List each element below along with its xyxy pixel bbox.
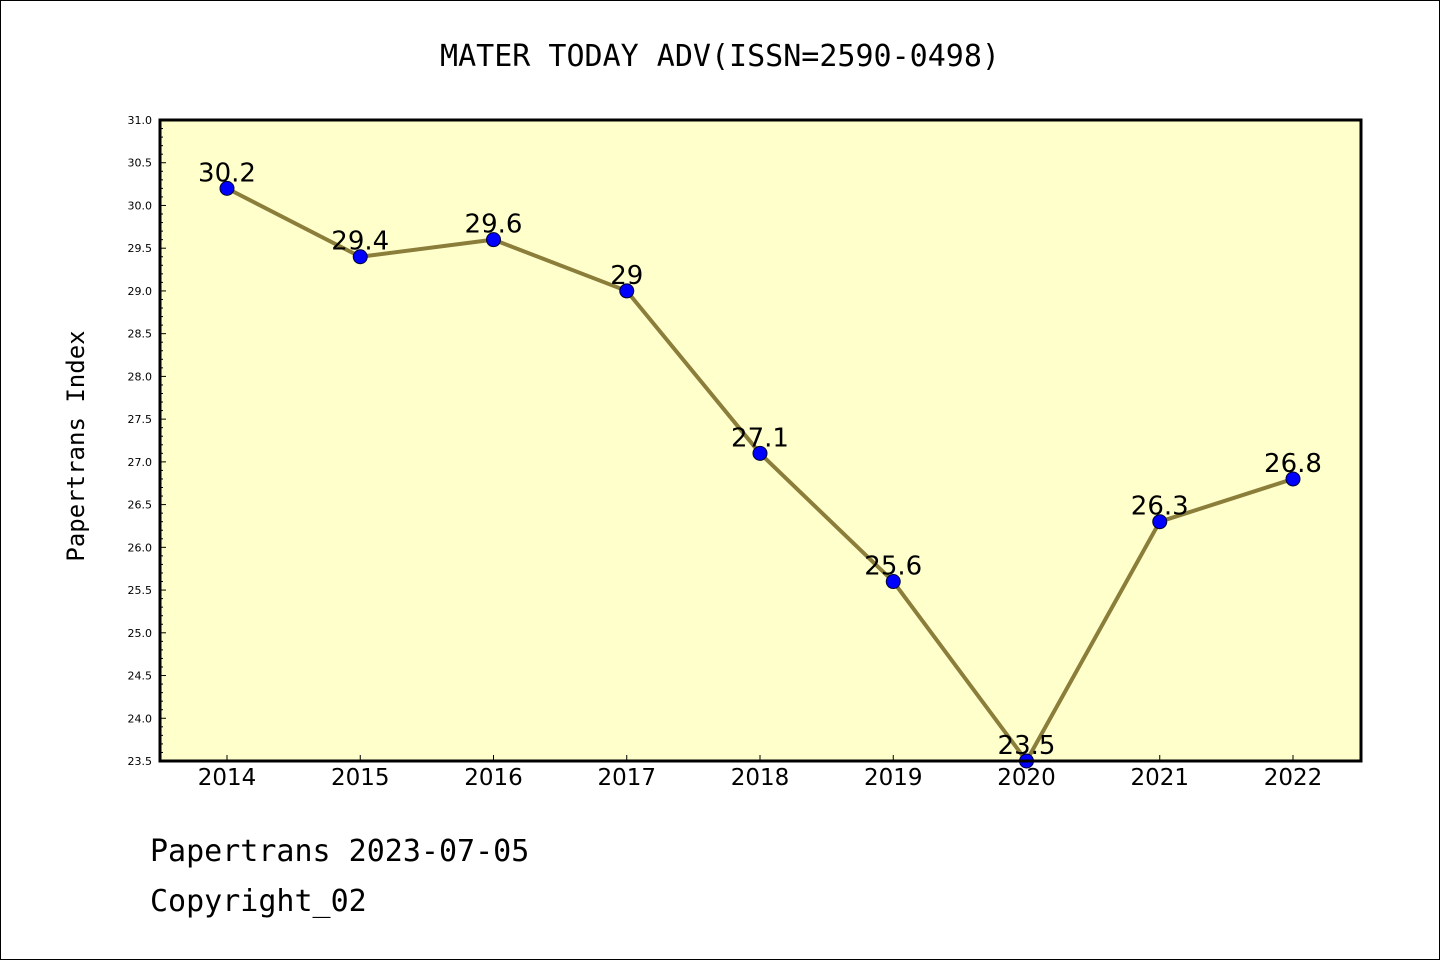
- data-labels: 30.2 29.4 29.6 29 27.1 25.6 23.5 26.3 26.8: [198, 158, 1322, 761]
- footer-date: Papertrans 2023-07-05: [150, 834, 530, 869]
- data-point: [486, 232, 501, 248]
- x-tick-label: 2022: [1264, 765, 1323, 791]
- y-tick-label: 26.5: [128, 499, 153, 512]
- data-label: 23.5: [998, 731, 1056, 761]
- data-points: [219, 180, 1301, 769]
- data-point: [352, 249, 368, 265]
- plot-area: [160, 120, 1361, 761]
- y-tick-label: 31.0: [128, 114, 153, 127]
- footer-copyright: Copyright_02: [150, 884, 367, 919]
- y-axis-label: Papertrans Index: [62, 330, 90, 561]
- data-label: 30.2: [198, 158, 256, 188]
- x-tick-label: 2017: [597, 765, 656, 791]
- data-label: 29.6: [465, 210, 523, 240]
- x-tick-label: 2020: [997, 765, 1056, 791]
- x-tick-label: 2016: [464, 765, 523, 791]
- y-axis-ticks: 23.5 24.0 24.5 25.0 25.5 26.0 26.5 27.0 27.5 28.0…: [128, 114, 166, 768]
- data-point: [619, 283, 635, 299]
- y-tick-label: 30.0: [128, 199, 153, 212]
- x-tick-label: 2015: [331, 765, 390, 791]
- data-point: [752, 445, 768, 461]
- y-tick-label: 29.5: [128, 242, 153, 255]
- y-tick-label: 26.0: [128, 541, 153, 554]
- data-point: [1152, 514, 1168, 530]
- y-tick-label: 25.5: [128, 584, 153, 597]
- data-point: [1285, 471, 1301, 487]
- data-point: [885, 574, 901, 590]
- data-label: 29.4: [331, 227, 389, 257]
- x-axis-ticks: 2014 2015 2016 2017 2018 2019 2020 2021 2022: [198, 755, 1323, 791]
- x-tick-label: 2021: [1130, 765, 1189, 791]
- data-label: 26.3: [1131, 492, 1189, 522]
- data-label: 29: [610, 261, 643, 291]
- chart-title: MATER TODAY ADV(ISSN=2590-0498): [440, 39, 1000, 74]
- y-tick-label: 24.0: [128, 712, 153, 725]
- data-label: 27.1: [731, 423, 789, 453]
- data-label: 26.8: [1264, 449, 1322, 479]
- x-tick-label: 2019: [864, 765, 923, 791]
- y-tick-label: 29.0: [128, 285, 153, 298]
- x-tick-label: 2018: [731, 765, 790, 791]
- y-tick-label: 23.5: [128, 755, 153, 768]
- y-tick-label: 28.5: [128, 328, 153, 341]
- y-tick-label: 25.0: [128, 627, 153, 640]
- data-point: [219, 180, 235, 196]
- y-tick-label: 27.0: [128, 456, 153, 469]
- data-label: 25.6: [864, 552, 922, 582]
- x-tick-label: 2014: [198, 765, 257, 791]
- plot-border: [158, 118, 1363, 763]
- y-tick-label: 24.5: [128, 670, 153, 683]
- y-tick-label: 30.5: [128, 157, 153, 170]
- y-tick-label: 28.0: [128, 370, 153, 383]
- y-tick-label: 27.5: [128, 413, 153, 426]
